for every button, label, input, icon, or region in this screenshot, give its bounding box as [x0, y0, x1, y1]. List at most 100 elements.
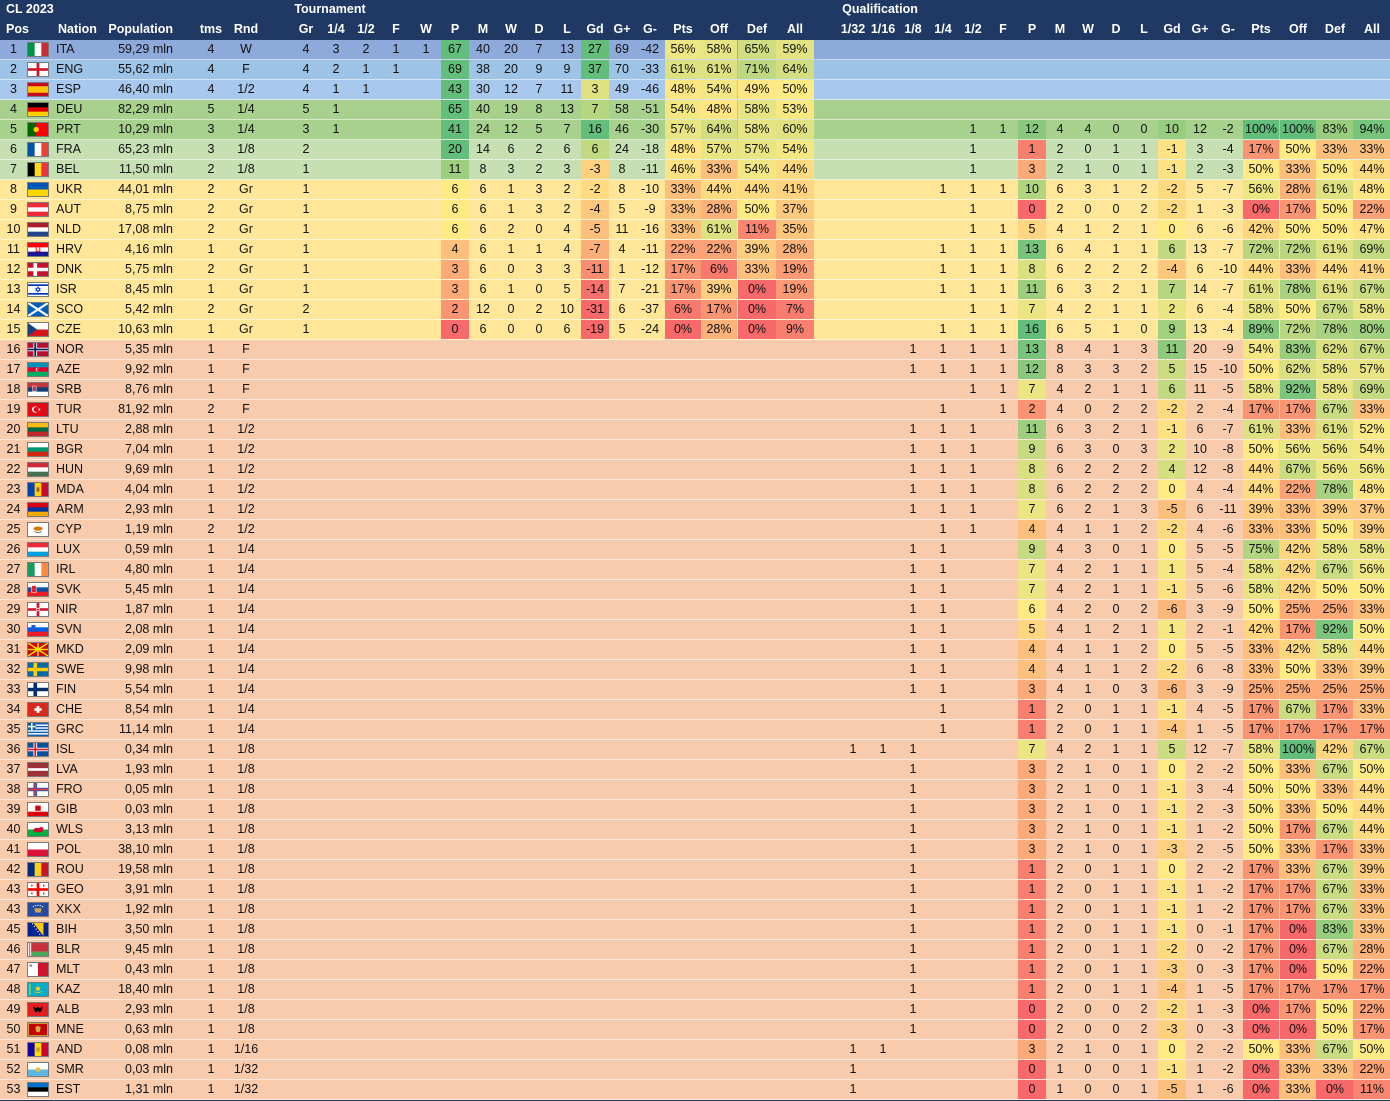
qualification-cell: 1 [1018, 980, 1046, 999]
tournament-cell: 37 [581, 60, 609, 79]
population-cell: 5,42 mln [125, 302, 173, 316]
tournament-cell: 4 [302, 42, 310, 56]
tournament-cell [469, 380, 497, 399]
qualification-cell: 1 [1112, 882, 1120, 896]
tournament-cell [581, 800, 609, 819]
tournament-cell [525, 640, 553, 659]
tournament-cell [636, 860, 664, 879]
pos-cell: 10 [6, 222, 21, 236]
tournament-cell: 69 [441, 60, 469, 79]
tournament-cell [381, 880, 411, 899]
tournament-cell: 53% [776, 100, 814, 119]
tournament-cell [553, 380, 581, 399]
tournament-cell [321, 420, 351, 439]
qualification-cell: 5 [1158, 740, 1186, 759]
tournament-cell [441, 480, 469, 499]
qualification-cell: 1 [1112, 342, 1120, 356]
qualification-cell: 25% [1243, 680, 1279, 699]
tournament-cell [441, 560, 469, 579]
qualification-cell: -1 [1158, 780, 1186, 799]
qualification-cell: 6 [1196, 502, 1204, 516]
qualification-cell: 6 [1196, 222, 1204, 236]
tournament-cell: 67 [441, 40, 469, 59]
qualification-cell: 89% [1243, 320, 1279, 339]
tournament-cell [581, 700, 609, 719]
tournament-cell [411, 240, 441, 259]
tournament-cell [351, 420, 381, 439]
qualification-cell: 4 [1018, 640, 1046, 659]
qualification-cell: 17% [1243, 960, 1279, 979]
tournament-cell [608, 720, 636, 739]
tournament-cell [469, 960, 497, 979]
population-cell: 38,10 mln [118, 842, 173, 856]
qualification-cell: 50% [1243, 760, 1279, 779]
tournament-cell [351, 1040, 381, 1059]
tournament-cell: 1 [302, 202, 310, 216]
qualification-cell: -2 [1158, 660, 1186, 679]
qualification-cell [868, 300, 898, 319]
tournament-cell [553, 840, 581, 859]
tournament-cell: 3 [535, 182, 543, 196]
column-header: Def [1324, 22, 1346, 36]
qualification-cell: 1 [939, 462, 947, 476]
pos-cell: 28 [6, 582, 21, 596]
qualification-cell [868, 620, 898, 639]
qualification-cell [838, 920, 868, 939]
qualification-cell: 2 [1056, 882, 1064, 896]
tournament-cell [411, 1060, 441, 1079]
qualification-cell [988, 480, 1018, 499]
tournament-cell [411, 800, 441, 819]
qualification-cell: 50% [1316, 160, 1354, 179]
qualification-cell: 1 [1084, 1042, 1092, 1056]
tournament-cell [525, 880, 553, 899]
qualification-cell [958, 900, 988, 919]
table-row: 15 CZE 10,63 mln 1 Gr 1 0 6 0 0 6 -19 5 -24 0% 28% 0% 9% 1… [0, 320, 1390, 340]
qualification-cell: 0% [1243, 1080, 1279, 1099]
table-row: 8 UKR 44,01 mln 2 Gr 1 6 6 1 3 2 -2 8 -10 33% 44% 44% 41%… [0, 180, 1390, 200]
tournament-cell [351, 380, 381, 399]
tournament-cell [411, 860, 441, 879]
tournament-cell [291, 500, 321, 519]
qualification-cell: 1 [1112, 962, 1120, 976]
tournament-cell [497, 880, 525, 899]
column-header: W [1082, 22, 1094, 36]
population-cell: 2,09 mln [125, 642, 173, 656]
column-header: G+ [613, 22, 631, 36]
qualification-cell: 20 [1193, 342, 1207, 356]
tournament-cell [441, 540, 469, 559]
qualification-cell: 0 [1158, 480, 1186, 499]
pos-cell: 49 [6, 1002, 21, 1016]
qualification-cell: 0 [1084, 1002, 1092, 1016]
qualification-cell [958, 100, 988, 119]
tournament-cell [351, 920, 381, 939]
tournament-cell [351, 220, 381, 239]
tournament-cell [469, 800, 497, 819]
population-cell: 0,08 mln [125, 1042, 173, 1056]
tournament-cell [608, 960, 636, 979]
tournament-cell [411, 380, 441, 399]
qualification-cell: 2 [1196, 402, 1204, 416]
column-header: Gd [586, 22, 604, 36]
qualification-cell: 1 [1140, 422, 1148, 436]
qualification-cell: 2 [1112, 282, 1120, 296]
tournament-cell [381, 960, 411, 979]
rnd-cell: 1/8 [237, 822, 255, 836]
table-row: 33 FIN 5,54 mln 1 1/4 1 1 3 4 1 0 3 -6 3 -9 25% 25% 25% 25… [0, 680, 1390, 700]
tournament-cell: 40 [476, 102, 490, 116]
tournament-cell [351, 360, 381, 379]
tournament-cell: 11% [738, 220, 776, 239]
tournament-cell: 1 [362, 62, 370, 76]
qualification-cell: 58% [1316, 640, 1354, 659]
tournament-cell [636, 920, 664, 939]
tms-cell: 1 [207, 822, 215, 836]
tournament-cell [525, 600, 553, 619]
qualification-cell: 0 [1196, 942, 1204, 956]
qualification-cell: 15 [1193, 362, 1207, 376]
tournament-cell [351, 740, 381, 759]
qualification-cell [988, 540, 1018, 559]
qualification-cell [958, 600, 988, 619]
qualification-cell: 0 [1084, 982, 1092, 996]
qualification-cell [838, 1020, 868, 1039]
qualification-cell [838, 620, 868, 639]
qualification-cell [1280, 40, 1316, 59]
